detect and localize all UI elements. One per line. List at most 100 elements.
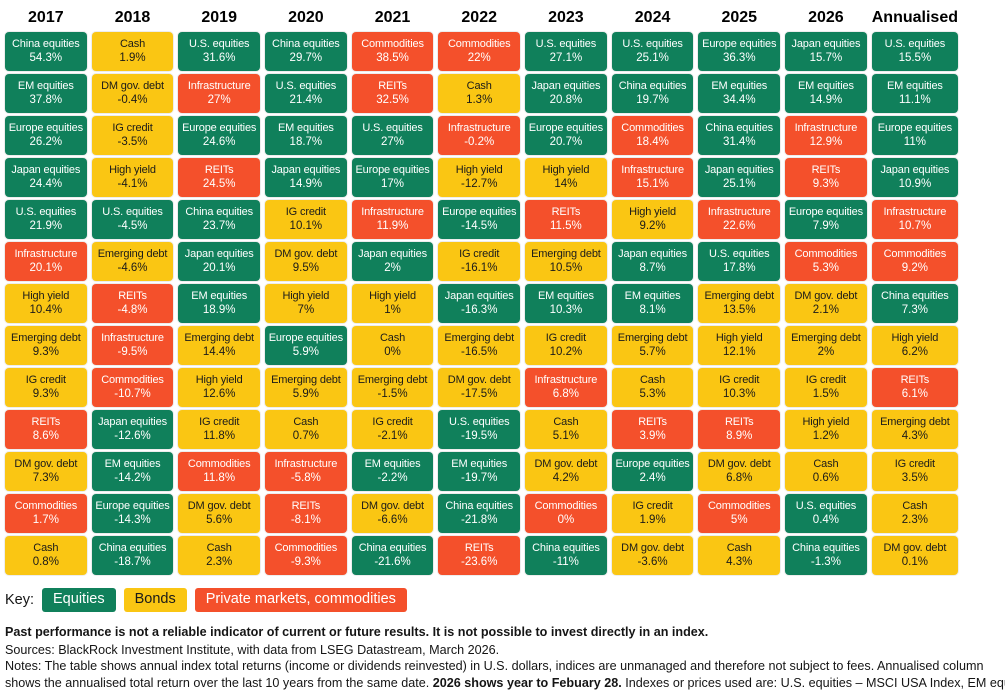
cell-return-value: -9.3% [290, 556, 321, 568]
cell-return-value: 8.7% [639, 262, 666, 274]
asset-cell: Commodities 22% [438, 32, 521, 71]
cell-return-value: 14.4% [202, 346, 236, 358]
cell-return-value: -17.5% [460, 388, 498, 400]
cell-return-value: 2.1% [812, 304, 840, 316]
asset-cell: DM gov. debt -6.6% [351, 494, 434, 533]
cell-return-value: 20.7% [549, 136, 583, 148]
asset-cell: High yield 12.1% [698, 326, 781, 365]
cell-asset-name: Infrastructure [187, 80, 251, 92]
asset-cell: U.S. equities 31.6% [178, 32, 261, 71]
cell-asset-name: Emerging debt [97, 248, 168, 260]
cell-return-value: 1.9% [119, 52, 146, 64]
cell-asset-name: High yield [369, 290, 416, 302]
asset-cell: China equities 23.7% [178, 200, 261, 239]
cell-asset-name: Cash [206, 542, 232, 554]
asset-cell: U.S. equities -4.5% [91, 200, 174, 239]
asset-cell: Emerging debt -4.6% [91, 242, 174, 281]
cell-asset-name: Infrastructure [101, 332, 164, 344]
cell-asset-name: China equities [445, 500, 514, 512]
asset-cell: China equities 7.3% [871, 284, 958, 323]
asset-cell: Cash 1.9% [91, 32, 174, 71]
cell-return-value: 7% [297, 304, 315, 316]
cell-asset-name: Emerging debt [617, 332, 688, 344]
asset-cell: High yield 1.2% [785, 410, 867, 449]
asset-cell: IG credit 9.3% [5, 368, 87, 407]
cell-asset-name: EM equities [191, 290, 248, 302]
asset-cell: IG credit -16.1% [438, 242, 521, 281]
cell-return-value: 5.9% [292, 388, 319, 400]
cell-asset-name: High yield [455, 164, 503, 176]
asset-cell: Cash 0.6% [785, 452, 867, 491]
cell-asset-name: REITs [724, 416, 754, 428]
cell-return-value: 0% [557, 514, 575, 526]
cell-return-value: -11% [552, 556, 579, 568]
column-header: 2021 [374, 9, 411, 26]
asset-cell: Cash 0.7% [265, 410, 347, 449]
cell-return-value: -23.6% [460, 556, 498, 568]
cell-asset-name: U.S. equities [275, 80, 337, 92]
asset-cell: Commodities 1.7% [5, 494, 87, 533]
notes-line-2-pre: shows the annualised total return over t… [5, 675, 433, 690]
cell-asset-name: Infrastructure [274, 458, 338, 470]
asset-cell: U.S. equities 21.4% [265, 74, 347, 113]
cell-return-value: 0.4% [812, 514, 840, 526]
cell-return-value: 10.3% [549, 304, 583, 316]
cell-return-value: 7.9% [812, 220, 840, 232]
asset-cell: High yield 9.2% [611, 200, 694, 239]
notes-line-2-bold: 2026 shows year to Febuary 28. [432, 675, 622, 690]
cell-asset-name: Emerging debt [444, 332, 514, 344]
cell-return-value: 10.4% [29, 304, 63, 316]
cell-asset-name: Commodities [621, 122, 684, 134]
cell-return-value: -6.6% [377, 514, 408, 526]
cell-return-value: 0% [384, 346, 401, 358]
cell-asset-name: EM equities [886, 80, 943, 92]
asset-cell: China equities 29.7% [265, 32, 347, 71]
cell-return-value: 5.7% [639, 346, 666, 358]
cell-return-value: 14% [554, 178, 578, 190]
cell-asset-name: Cash [813, 458, 839, 470]
asset-cell: REITs 3.9% [611, 410, 694, 449]
asset-cell: Commodities 18.4% [611, 116, 694, 155]
column-header: 2017 [28, 9, 64, 26]
cell-return-value: 17% [381, 178, 405, 190]
asset-cell: Europe equities 7.9% [785, 200, 867, 239]
cell-return-value: 27.1% [549, 52, 583, 64]
asset-cell: Infrastructure 15.1% [611, 158, 694, 197]
asset-cell: Commodities 9.2% [871, 242, 958, 281]
cell-asset-name: Europe equities [182, 122, 257, 134]
cell-return-value: 1% [384, 304, 401, 316]
cell-asset-name: REITs [900, 374, 930, 386]
asset-cell: Infrastructure -5.8% [265, 452, 347, 491]
cell-return-value: -10.7% [114, 388, 151, 400]
cell-asset-name: U.S. equities [622, 38, 683, 50]
asset-cell: Europe equities 17% [351, 158, 434, 197]
cell-asset-name: Japan equities [531, 80, 601, 92]
cell-return-value: 0.6% [812, 472, 840, 484]
asset-cell: REITs 8.9% [698, 410, 781, 449]
cell-asset-name: High yield [891, 332, 939, 344]
cell-return-value: 6.8% [552, 388, 579, 400]
cell-return-value: 4.2% [552, 472, 579, 484]
asset-cell: Cash 5.3% [611, 368, 694, 407]
cell-asset-name: REITs [638, 416, 667, 428]
cell-asset-name: Infrastructure [621, 164, 684, 176]
cell-asset-name: IG credit [112, 122, 153, 134]
asset-cell: U.S. equities 0.4% [785, 494, 867, 533]
asset-cell: Emerging debt 5.9% [265, 368, 347, 407]
cell-return-value: 17.8% [722, 262, 756, 274]
cell-asset-name: Japan equities [271, 164, 341, 176]
asset-cell: Japan equities -12.6% [91, 410, 174, 449]
cell-asset-name: DM gov. debt [794, 290, 858, 302]
cell-asset-name: IG credit [545, 332, 586, 344]
returns-table-wrap: 2017 China equities 54.3% EM equities 37.8% E… [5, 6, 958, 575]
cell-return-value: 5.1% [552, 430, 579, 442]
cell-asset-name: Emerging debt [880, 416, 950, 428]
cell-asset-name: U.S. equities [449, 416, 510, 428]
cell-return-value: 8.1% [639, 304, 666, 316]
cell-asset-name: Commodities [707, 500, 771, 512]
cell-return-value: 5% [730, 514, 748, 526]
cell-return-value: -4.6% [117, 262, 148, 274]
cell-asset-name: Cash [293, 416, 319, 428]
asset-cell: Commodities 5% [698, 494, 781, 533]
footnotes: Past performance is not a reliable indic… [5, 624, 1005, 691]
